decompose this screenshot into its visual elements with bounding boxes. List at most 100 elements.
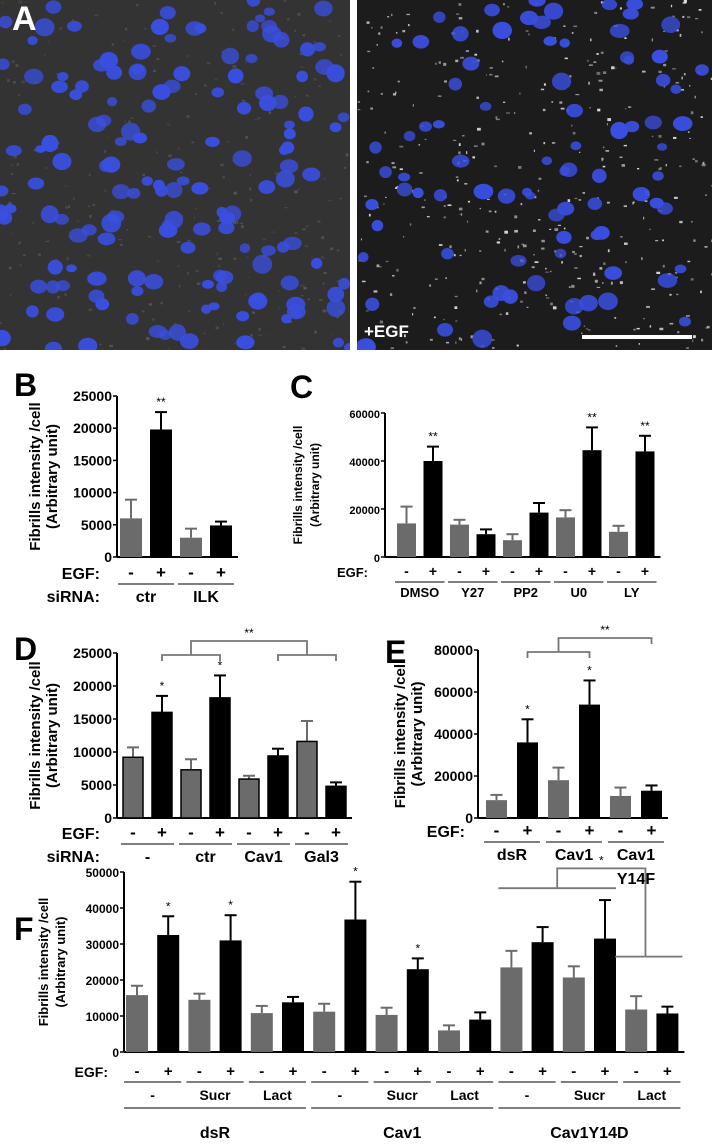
bar-e	[641, 790, 662, 818]
egf-sign-f: -	[384, 1063, 389, 1080]
bar-b	[210, 525, 232, 557]
egf-sign-b: -	[188, 563, 194, 582]
y-tick-label-f: 10000	[86, 1010, 120, 1024]
y-tick-label-c: 60000	[349, 409, 380, 421]
panel-letter-f: F	[14, 911, 34, 947]
egf-sign-f: +	[476, 1063, 485, 1080]
egf-sign-c: +	[588, 563, 596, 579]
egf-sign-d: -	[304, 823, 310, 842]
egf-sign-e: -	[618, 821, 624, 840]
significance-bracket-e	[557, 637, 653, 652]
group-label-b: ctr	[136, 589, 156, 606]
significance-f: *	[228, 898, 233, 912]
bar-c	[450, 524, 469, 557]
group-label-b: ILK	[193, 589, 219, 606]
egf-sign-d: +	[273, 823, 283, 842]
bar-f	[406, 969, 429, 1052]
panel-letter-c: C	[290, 369, 313, 405]
y-axis-label-b: (Arbitrary unit)	[44, 424, 61, 529]
egf-sign-f: +	[289, 1063, 298, 1080]
egf-sign-d: +	[157, 823, 167, 842]
group-label-f: -	[525, 1087, 530, 1103]
egf-sign-c: -	[457, 563, 462, 579]
bar-d	[151, 711, 173, 819]
significance-bracket-e	[526, 651, 591, 658]
significance-e: **	[600, 623, 610, 637]
egf-sign-f: +	[601, 1063, 610, 1080]
row-label-sirna-d: siRNA:	[47, 849, 100, 866]
supergroup-label-f: Cav1	[383, 1125, 421, 1142]
y-tick-label-d: 5000	[81, 777, 112, 793]
y-tick-label-f: 50000	[86, 866, 120, 880]
panel-letter-e: E	[385, 634, 406, 670]
bar-d	[267, 755, 289, 819]
significance-f: *	[599, 853, 604, 867]
y-tick-label-e: 80000	[434, 642, 473, 658]
bar-f	[375, 1014, 398, 1052]
y-tick-label-e: 60000	[434, 684, 473, 700]
egf-sign-f: -	[509, 1063, 514, 1080]
group-label-f: Lact	[637, 1087, 666, 1103]
bar-f	[157, 935, 180, 1052]
group-label-e: Cav1	[617, 847, 655, 864]
bar-c	[635, 451, 655, 557]
egf-sign-f: -	[197, 1063, 202, 1080]
significance-c: **	[587, 410, 597, 424]
bar-c	[582, 450, 602, 557]
bar-c	[423, 461, 443, 557]
egf-sign-c: -	[616, 563, 621, 579]
egf-sign-c: +	[535, 563, 543, 579]
group-label-d: Gal3	[304, 849, 339, 866]
group-label-f: -	[337, 1087, 342, 1103]
egf-sign-f: +	[164, 1063, 173, 1080]
egf-sign-f: -	[322, 1063, 327, 1080]
significance-d: **	[244, 626, 254, 640]
row-label-sirna-b: siRNA:	[47, 589, 100, 606]
egf-sign-e: -	[556, 821, 562, 840]
panel-letter-d: D	[14, 631, 37, 667]
y-axis-label-b: Fibrills intensity /cell	[27, 402, 44, 550]
y-tick-label-b: 20000	[73, 420, 112, 436]
y-axis-label-d: Fibrills intensity /cell	[27, 661, 44, 809]
y-tick-label-f: 20000	[86, 974, 120, 988]
y-axis-label-f: Fibrills intensity /cell	[36, 898, 51, 1027]
bar-d	[325, 785, 347, 819]
y-tick-label-e: 0	[465, 810, 473, 826]
bar-c	[503, 540, 522, 557]
y-tick-label-d: 20000	[73, 678, 112, 694]
y-tick-label-d: 10000	[73, 744, 112, 760]
bar-f	[500, 967, 523, 1052]
group-label-c: Y27	[461, 585, 484, 600]
bar-f	[656, 1013, 679, 1052]
egf-sign-d: +	[331, 823, 341, 842]
bar-c	[556, 517, 575, 557]
significance-c: **	[428, 430, 438, 444]
egf-sign-b: +	[156, 563, 166, 582]
egf-sign-e: +	[585, 821, 595, 840]
y-tick-label-f: 0	[112, 1046, 119, 1060]
bar-c	[609, 531, 628, 557]
y-tick-label-b: 10000	[73, 485, 112, 501]
group-label-d: ctr	[195, 849, 215, 866]
egf-sign-c: +	[482, 563, 490, 579]
group-label-d: -	[145, 849, 150, 866]
significance-bracket-d	[277, 654, 337, 661]
bar-d	[180, 769, 202, 819]
bar-f	[313, 1011, 336, 1052]
bar-e	[486, 800, 507, 818]
egf-sign-f: +	[351, 1063, 360, 1080]
bar-d	[122, 756, 144, 819]
significance-bracket-d	[190, 640, 308, 655]
bar-f	[188, 999, 211, 1052]
egf-sign-b: +	[216, 563, 226, 582]
y-tick-label-b: 25000	[73, 388, 112, 404]
group-label-e: Y14F	[617, 871, 655, 888]
group-label-c: LY	[624, 585, 640, 600]
egf-sign-d: -	[130, 823, 136, 842]
egf-sign-f: +	[413, 1063, 422, 1080]
y-tick-label-d: 25000	[73, 645, 112, 661]
bar-b	[120, 518, 142, 557]
egf-sign-c: -	[404, 563, 409, 579]
significance-c: **	[640, 419, 650, 433]
panel-letter-b: B	[14, 367, 37, 403]
